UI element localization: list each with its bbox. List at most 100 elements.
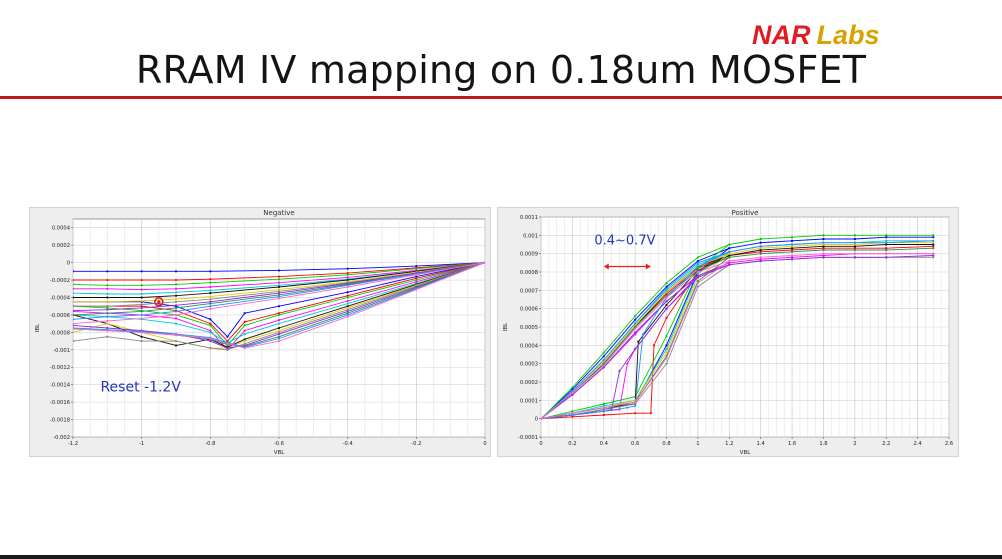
data-point (885, 234, 888, 237)
data-point (346, 296, 349, 299)
data-point (571, 412, 574, 415)
y-tick-label: 0.001 (523, 233, 538, 239)
data-point (885, 248, 888, 252)
range-arrow-head-left (603, 263, 609, 270)
data-point (790, 245, 794, 248)
data-point (853, 247, 856, 250)
y-tick-label: -0.001 (53, 348, 70, 354)
data-point (226, 348, 229, 351)
data-point (174, 333, 178, 337)
data-point (209, 285, 212, 289)
data-point (885, 247, 888, 250)
data-point (759, 241, 762, 244)
data-point (209, 300, 212, 303)
data-point (665, 287, 668, 290)
y-tick-label: -0.0008 (50, 330, 70, 336)
data-point (853, 245, 856, 248)
data-point (346, 278, 349, 282)
data-point (174, 306, 178, 310)
data-point (277, 295, 281, 298)
data-point (602, 355, 605, 358)
data-point (932, 243, 935, 246)
data-point (73, 331, 75, 334)
data-point (665, 292, 668, 296)
data-point (637, 340, 640, 343)
data-point (346, 276, 349, 279)
data-point (277, 335, 281, 338)
y-tick-label: 0.0004 (520, 343, 539, 349)
chart-title: Negative (263, 209, 294, 217)
data-point (174, 298, 178, 301)
data-point (932, 252, 935, 255)
data-point (140, 284, 143, 287)
data-point (209, 298, 212, 301)
data-point (243, 339, 246, 343)
data-point (140, 310, 143, 313)
data-point (790, 254, 794, 257)
data-point (728, 252, 731, 255)
data-point (853, 241, 856, 244)
x-tick-label: 1.8 (819, 441, 827, 447)
data-point (346, 308, 349, 311)
data-point (415, 264, 418, 268)
y-tick-label: -0.0018 (50, 418, 70, 424)
y-tick-label: -0.002 (53, 435, 70, 441)
data-point (415, 278, 418, 282)
data-point (243, 333, 246, 336)
data-point (174, 300, 178, 303)
data-point (106, 296, 109, 299)
data-point (277, 292, 281, 295)
voltage-range-annotation: 0.4~0.7V (594, 234, 655, 249)
data-point (541, 417, 543, 420)
data-point (602, 408, 605, 411)
data-point (602, 360, 605, 363)
y-tick-label: 0.0002 (520, 380, 538, 386)
data-point (277, 329, 281, 332)
x-tick-label: 0.4 (600, 441, 609, 447)
x-tick-label: -1 (139, 441, 144, 447)
x-tick-label: 0 (539, 441, 542, 447)
data-point (822, 256, 825, 259)
data-point (209, 281, 212, 284)
data-point (277, 284, 281, 287)
data-point (73, 287, 75, 290)
y-tick-label: -0.0001 (518, 435, 538, 441)
data-point (140, 278, 143, 282)
x-tick-label: -0.6 (274, 441, 284, 447)
data-point (696, 265, 700, 268)
data-point (73, 327, 75, 330)
data-point (571, 388, 574, 391)
data-point (106, 292, 109, 296)
data-point (346, 284, 349, 287)
data-point (140, 288, 143, 291)
slide-title: RRAM IV mapping on 0.18um MOSFET (135, 48, 867, 92)
range-arrow-head-right (645, 263, 651, 270)
data-point (106, 312, 109, 315)
data-point (641, 333, 645, 336)
data-point (932, 247, 935, 250)
data-point (649, 412, 652, 415)
data-point (696, 280, 700, 283)
data-point (932, 241, 935, 244)
data-point (571, 410, 574, 413)
data-point (696, 267, 700, 270)
data-point (174, 317, 178, 320)
data-point (106, 335, 109, 338)
data-point (174, 344, 178, 347)
data-point (346, 299, 349, 303)
data-point (626, 362, 629, 365)
data-point (602, 351, 605, 354)
data-point (853, 256, 856, 259)
data-point (759, 248, 762, 252)
data-point (665, 281, 668, 285)
data-point (277, 312, 281, 315)
data-point (277, 297, 281, 300)
data-point (243, 329, 246, 332)
data-point (932, 254, 935, 257)
data-point (571, 386, 574, 389)
data-point (822, 248, 825, 252)
data-point (140, 303, 143, 306)
data-point (346, 291, 349, 294)
data-point (759, 250, 762, 253)
data-point (174, 304, 178, 307)
